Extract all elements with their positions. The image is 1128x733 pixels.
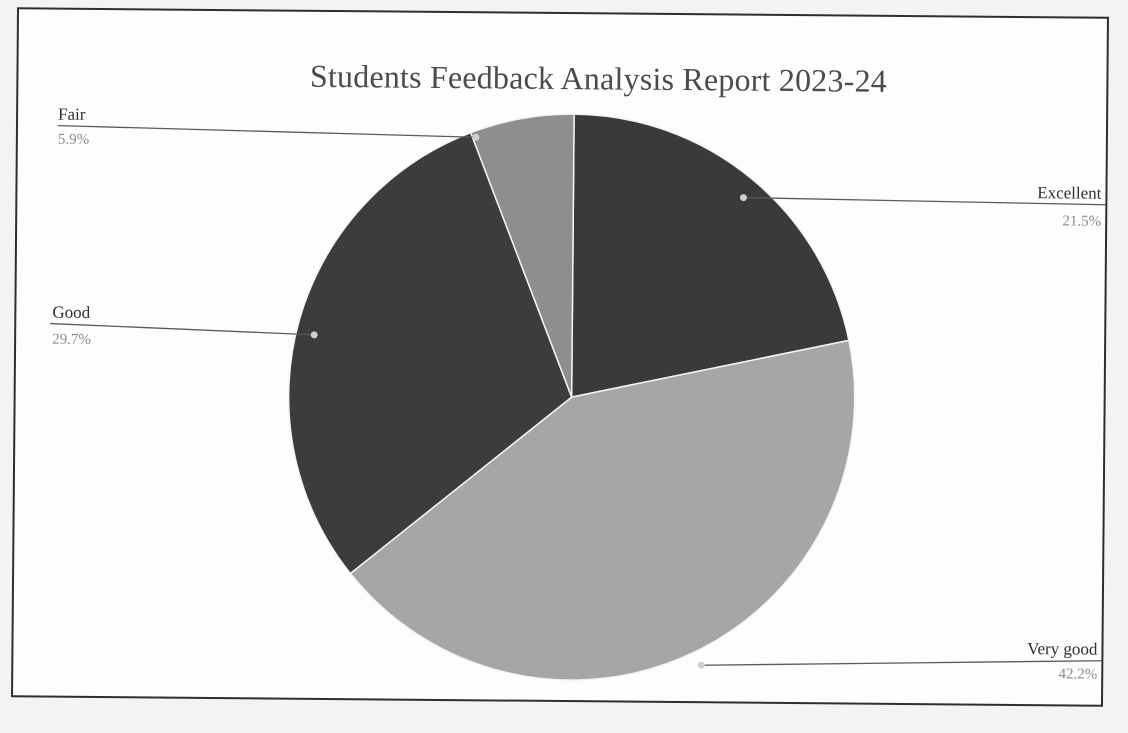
labels-layer: Excellent 21.5% Very good 42.2% Good 29.7% Fai… [50, 105, 1106, 683]
leader-line-good [50, 322, 315, 336]
leader-line-very-good [701, 660, 1102, 666]
slice-percent-very-good: 42.2% [1058, 666, 1097, 682]
slice-percent-excellent: 21.5% [1062, 213, 1101, 229]
leader-dot-very-good [697, 661, 705, 669]
pie-slice-fair [469, 113, 575, 398]
slice-label-very-good: Very good [1027, 639, 1098, 659]
pie-slice-good [287, 131, 573, 575]
chart-frame: Students Feedback Analysis Report 2023-2… [11, 7, 1109, 707]
leader-line-fair [57, 124, 476, 138]
leader-dot-excellent [739, 194, 747, 202]
pie-slice-excellent [570, 113, 850, 399]
slice-label-excellent: Excellent [1037, 183, 1102, 203]
leader-dot-good [310, 331, 318, 339]
pie-slice-very-good [349, 339, 856, 681]
slice-label-good: Good [52, 303, 90, 322]
slices-layer [287, 113, 856, 681]
leader-dot-fair [472, 133, 480, 141]
slice-percent-good: 29.7% [52, 332, 91, 348]
leader-line-excellent [743, 196, 1106, 206]
slice-label-fair: Fair [58, 105, 86, 124]
slice-percent-fair: 5.9% [58, 132, 89, 148]
pie-chart: Excellent 21.5% Very good 42.2% Good 29.7% Fai… [50, 105, 1106, 683]
